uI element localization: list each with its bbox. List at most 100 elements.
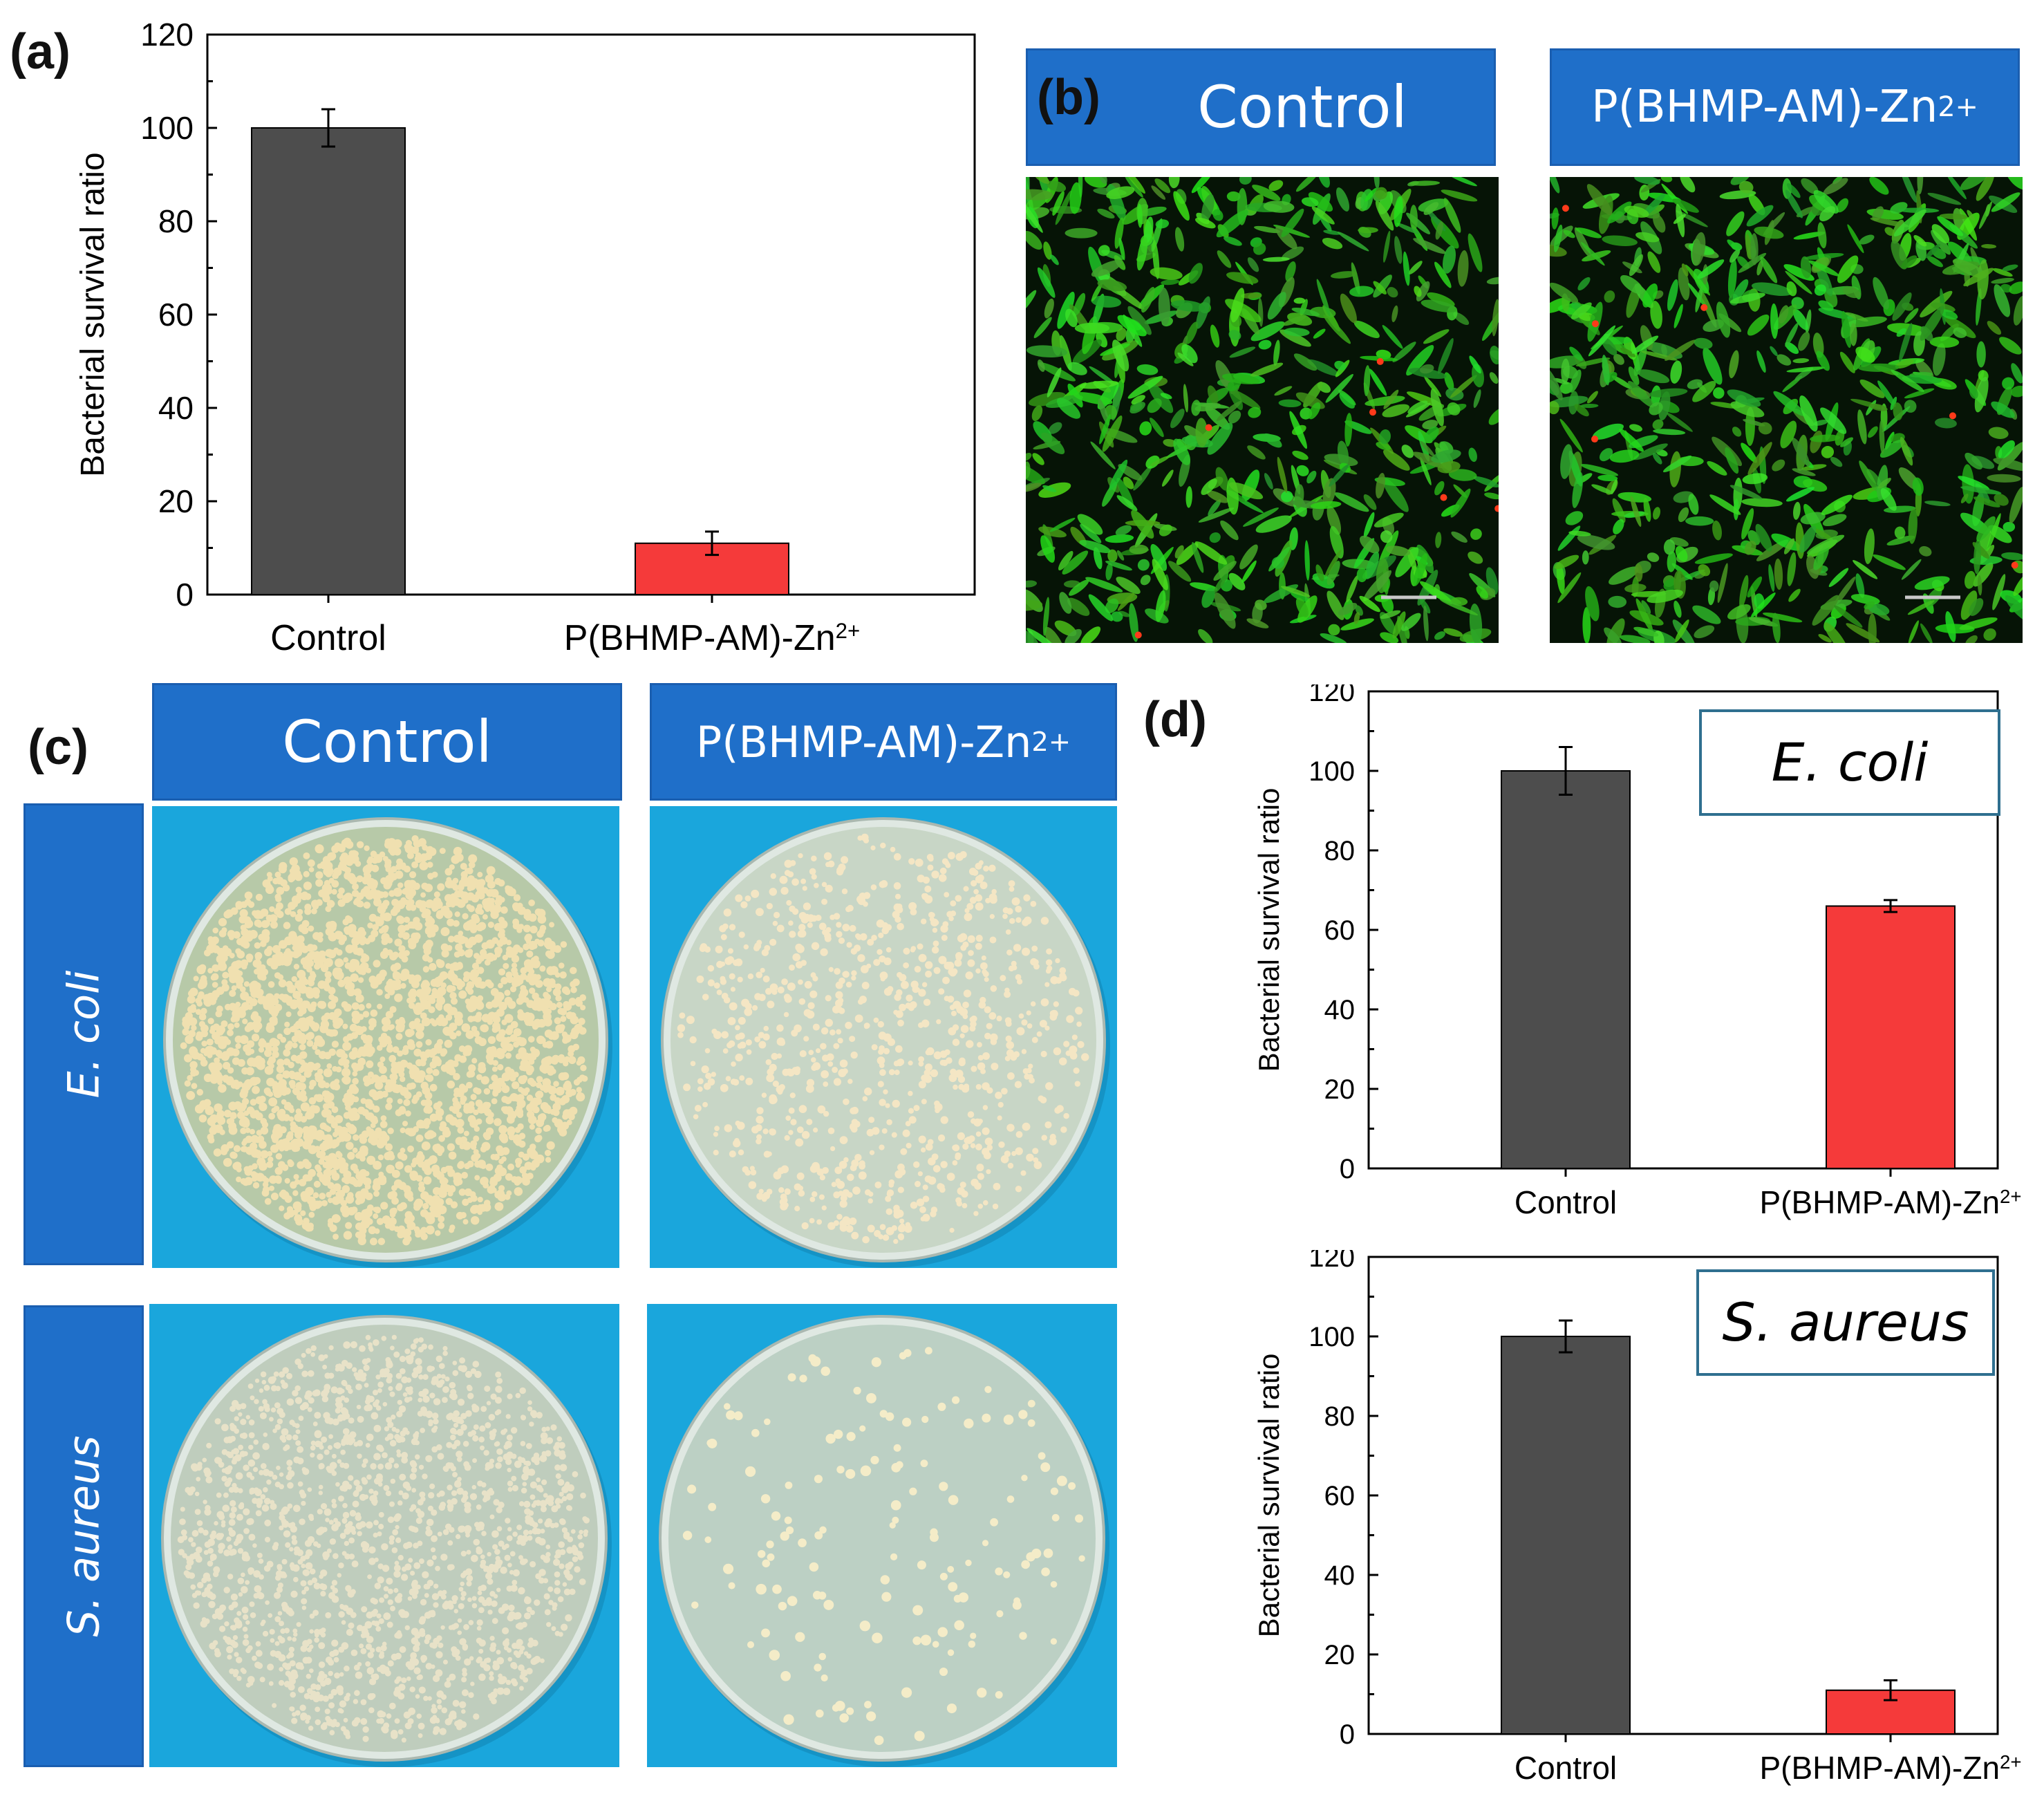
colony	[755, 1124, 762, 1132]
colony	[535, 1127, 542, 1135]
colony	[229, 989, 236, 997]
colony	[789, 905, 796, 913]
cell	[1268, 546, 1291, 572]
colony	[486, 1057, 493, 1064]
cell	[1822, 514, 1847, 527]
colony	[910, 1001, 917, 1009]
colony	[458, 931, 464, 936]
colony	[487, 1112, 494, 1119]
colony	[834, 1166, 843, 1175]
colony	[368, 1132, 378, 1141]
colony	[212, 1032, 221, 1041]
colony	[384, 984, 393, 993]
cell	[1032, 453, 1044, 465]
colony	[527, 1020, 533, 1027]
cell	[1216, 400, 1242, 422]
colony	[839, 1059, 848, 1068]
colony	[857, 954, 865, 962]
colony	[392, 1046, 400, 1054]
colony	[263, 1087, 271, 1095]
colony	[729, 973, 735, 980]
colony	[707, 1078, 715, 1086]
colony	[207, 968, 214, 973]
colony	[397, 1204, 404, 1212]
colony	[288, 1104, 294, 1110]
colony	[285, 952, 292, 960]
colony	[578, 1018, 585, 1025]
colony	[767, 1000, 775, 1009]
colony	[1040, 998, 1049, 1007]
colony	[761, 1092, 767, 1098]
cell	[1556, 562, 1565, 595]
colony	[560, 941, 568, 948]
cell	[1896, 328, 1906, 337]
colony	[514, 1460, 522, 1468]
colony	[500, 1135, 509, 1144]
colony	[996, 1016, 1002, 1022]
colony	[447, 1170, 454, 1177]
cell	[1326, 561, 1340, 586]
cell	[1033, 317, 1052, 339]
cell	[1586, 184, 1612, 216]
cell	[1894, 526, 1906, 539]
colony	[295, 886, 302, 893]
panel-label-a: (a)	[10, 24, 71, 80]
cell	[1042, 485, 1057, 492]
colony	[184, 1054, 192, 1063]
colony	[382, 899, 390, 907]
colony	[505, 885, 511, 892]
colony	[447, 1143, 456, 1151]
colony	[491, 1066, 498, 1072]
colony	[341, 1177, 347, 1183]
colony	[992, 1203, 999, 1210]
cell	[1960, 590, 1978, 620]
colony	[511, 955, 520, 963]
cell	[1607, 201, 1632, 224]
colony	[377, 1154, 384, 1161]
colony	[281, 1164, 289, 1171]
colony	[343, 1112, 351, 1119]
colony	[962, 1014, 968, 1020]
cell	[1137, 203, 1143, 228]
colony	[886, 1119, 892, 1126]
colony	[758, 1041, 767, 1049]
colony	[511, 1034, 517, 1041]
cell	[1115, 525, 1132, 536]
cell	[1693, 268, 1709, 294]
colony	[494, 877, 502, 885]
cell	[1569, 346, 1584, 362]
colony	[318, 1000, 327, 1009]
cell	[1116, 577, 1141, 595]
colony	[1068, 987, 1076, 996]
colony	[426, 1365, 433, 1372]
colony	[477, 1196, 483, 1203]
panel-b-header-control: Control	[1026, 48, 1496, 166]
colony	[317, 863, 323, 869]
cell	[1488, 407, 1499, 425]
colony	[850, 1164, 857, 1172]
colony	[292, 1042, 298, 1049]
cell	[1228, 410, 1241, 424]
colony	[373, 898, 382, 907]
colony	[922, 1195, 930, 1202]
colony	[487, 1036, 496, 1044]
colony	[1054, 1107, 1061, 1114]
cell	[1208, 499, 1221, 516]
colony	[334, 1008, 342, 1017]
cell	[1897, 207, 1940, 214]
colony	[285, 996, 293, 1003]
colony	[292, 991, 301, 999]
cell	[1470, 528, 1482, 540]
cell	[1267, 292, 1286, 320]
colony	[761, 1196, 767, 1202]
cell	[1049, 517, 1076, 532]
colony	[250, 1058, 260, 1067]
cell	[1383, 230, 1391, 263]
panel-b-header-treated: P(BHMP-AM)-Zn 2+	[1550, 48, 2020, 166]
colony	[299, 1178, 307, 1186]
cell	[1568, 530, 1591, 537]
colony	[925, 961, 933, 969]
colony	[1015, 906, 1022, 913]
cell	[1732, 427, 1742, 437]
cell	[1929, 336, 1960, 348]
